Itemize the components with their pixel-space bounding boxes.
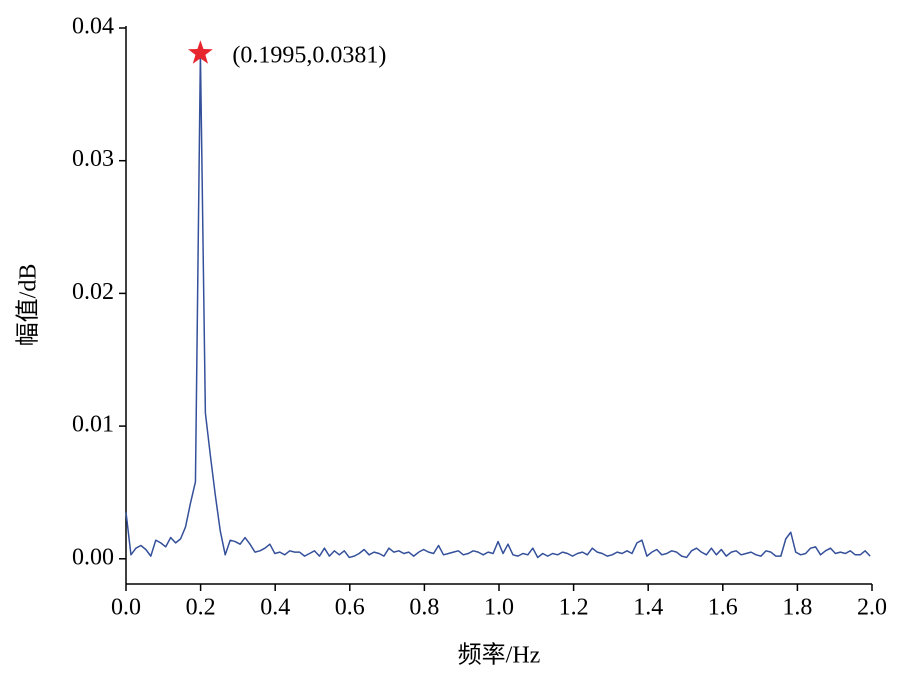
x-tick-label: 1.4 bbox=[633, 595, 663, 621]
peak-marker bbox=[188, 40, 213, 64]
x-tick-label: 0.0 bbox=[111, 595, 141, 621]
x-tick-label: 1.8 bbox=[782, 595, 812, 621]
x-tick-label: 1.6 bbox=[708, 595, 738, 621]
x-axis-label: 频率/Hz bbox=[458, 642, 541, 669]
x-tick-label: 0.4 bbox=[260, 595, 290, 621]
x-tick-label: 1.0 bbox=[484, 595, 514, 621]
x-tick-label: 1.2 bbox=[559, 595, 589, 621]
y-tick-label: 0.02 bbox=[72, 279, 114, 305]
line-series bbox=[125, 52, 871, 559]
peak-label: (0.1995,0.0381) bbox=[232, 43, 386, 69]
x-tick-label: 0.2 bbox=[186, 595, 216, 621]
y-tick-label: 0.00 bbox=[72, 544, 114, 570]
y-axis-label: 幅值/dB bbox=[15, 264, 42, 347]
x-tick-label: 2.0 bbox=[857, 595, 887, 621]
x-tick-label: 0.6 bbox=[335, 595, 365, 621]
x-tick-label: 0.8 bbox=[409, 595, 439, 621]
y-tick-label: 0.01 bbox=[72, 412, 114, 438]
y-tick-label: 0.04 bbox=[72, 14, 114, 40]
y-tick-label: 0.03 bbox=[72, 146, 114, 172]
